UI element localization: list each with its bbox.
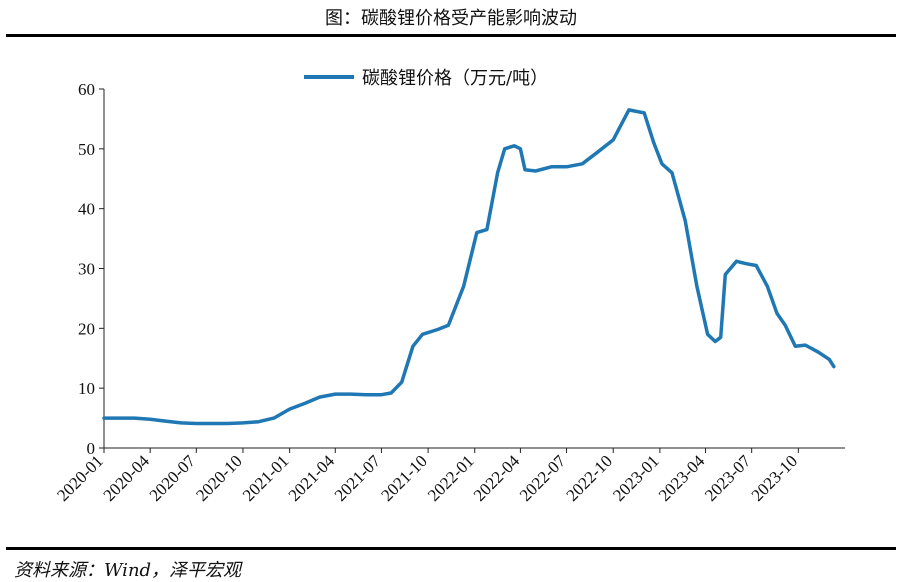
axes (103, 89, 845, 449)
x-tick-label: 2020-07 (146, 451, 200, 505)
source-note: 资料来源：Wind，泽平宏观 (14, 560, 242, 581)
bottom-rule (6, 547, 896, 550)
x-tick-label: 2021-07 (331, 451, 385, 505)
y-tick-label: 50 (78, 140, 95, 159)
y-tick-label: 40 (78, 200, 95, 219)
x-tick-label: 2023-07 (701, 451, 755, 505)
x-tick-label: 2020-04 (99, 451, 153, 505)
legend-label: 碳酸锂价格（万元/吨） (362, 68, 548, 89)
x-tick-label: 2020-10 (192, 451, 246, 505)
x-tick-label: 2023-10 (748, 451, 802, 505)
x-tick-label: 2022-07 (516, 451, 570, 505)
x-tick-label: 2021-01 (239, 451, 293, 505)
top-rule (6, 34, 896, 37)
x-tick-label: 2023-04 (655, 451, 709, 505)
x-axis-ticks: 2020-012020-042020-072020-102021-012021-… (53, 448, 801, 505)
figure-title: 图：碳酸锂价格受产能影响波动 (325, 8, 577, 29)
y-tick-label: 60 (78, 80, 95, 99)
y-tick-label: 30 (78, 260, 95, 279)
legend: 碳酸锂价格（万元/吨） (304, 68, 548, 89)
x-tick-label: 2020-01 (53, 451, 107, 505)
x-tick-label: 2022-04 (470, 451, 524, 505)
y-tick-label: 20 (78, 319, 95, 338)
x-tick-label: 2021-10 (377, 451, 431, 505)
x-tick-label: 2021-04 (285, 451, 339, 505)
x-tick-label: 2022-01 (424, 451, 478, 505)
y-tick-label: 10 (78, 379, 95, 398)
x-tick-label: 2022-10 (563, 451, 617, 505)
series-line-lithium-carbonate-price (102, 108, 836, 426)
y-axis-ticks: 0 10 20 30 40 50 60 (78, 80, 104, 458)
y-tick-label: 0 (87, 439, 96, 458)
x-tick-label: 2023-01 (609, 451, 663, 505)
